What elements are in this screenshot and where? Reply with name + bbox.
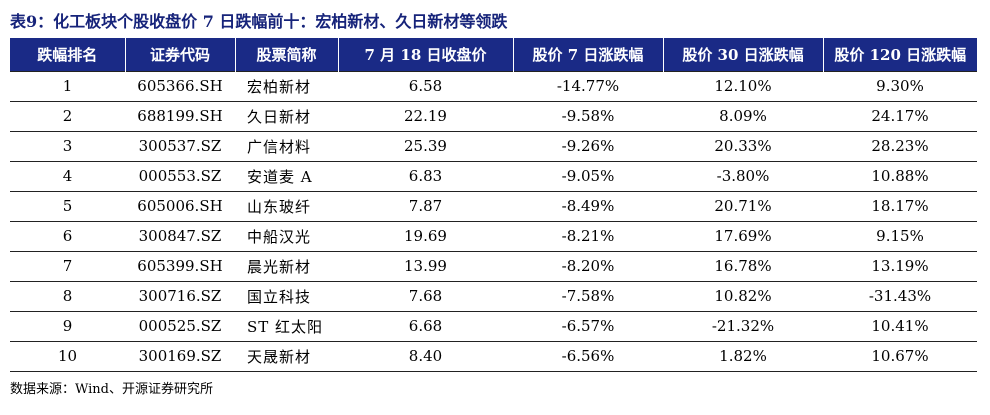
cell-change-120d: 9.15% xyxy=(823,220,977,252)
cell-close-price: 6.83 xyxy=(338,160,513,192)
cell-rank: 10 xyxy=(10,340,125,372)
cell-change-30d: 20.71% xyxy=(663,190,823,222)
cell-rank: 1 xyxy=(10,70,125,102)
table-caption: 表9：化工板块个股收盘价 7 日跌幅前十：宏柏新材、久日新材等领跌 xyxy=(10,12,508,31)
cell-change-7d: -14.77% xyxy=(513,70,663,102)
cell-name: 安道麦 A xyxy=(235,160,338,192)
cell-change-30d: 1.82% xyxy=(663,340,823,372)
cell-change-7d: -8.20% xyxy=(513,250,663,282)
cell-rank: 4 xyxy=(10,160,125,192)
cell-change-7d: -8.21% xyxy=(513,220,663,252)
cell-change-120d: 13.19% xyxy=(823,250,977,282)
table-row: 8 300716.SZ 国立科技 7.68 -7.58% 10.82% -31.… xyxy=(10,280,977,312)
cell-rank: 7 xyxy=(10,250,125,282)
cell-close-price: 22.19 xyxy=(338,100,513,132)
cell-close-price: 13.99 xyxy=(338,250,513,282)
cell-close-price: 7.68 xyxy=(338,280,513,312)
cell-change-7d: -7.58% xyxy=(513,280,663,312)
cell-rank: 5 xyxy=(10,190,125,222)
cell-code: 605366.SH xyxy=(125,70,235,102)
cell-rank: 6 xyxy=(10,220,125,252)
cell-close-price: 7.87 xyxy=(338,190,513,222)
cell-code: 000553.SZ xyxy=(125,160,235,192)
table-row: 5 605006.SH 山东玻纤 7.87 -8.49% 20.71% 18.1… xyxy=(10,190,977,222)
cell-name: 广信材料 xyxy=(235,130,338,162)
data-source-note: 数据来源：Wind、开源证券研究所 xyxy=(10,382,213,397)
header-close-price: 7 月 18 日收盘价 xyxy=(338,38,514,71)
cell-change-7d: -9.26% xyxy=(513,130,663,162)
stock-decline-table: 跌幅排名 证券代码 股票简称 7 月 18 日收盘价 股价 7 日涨跌幅 股价 … xyxy=(10,38,977,372)
cell-close-price: 6.68 xyxy=(338,310,513,342)
cell-code: 300169.SZ xyxy=(125,340,235,372)
table-row: 2 688199.SH 久日新材 22.19 -9.58% 8.09% 24.1… xyxy=(10,100,977,132)
cell-code: 000525.SZ xyxy=(125,310,235,342)
cell-rank: 8 xyxy=(10,280,125,312)
table-header-row: 跌幅排名 证券代码 股票简称 7 月 18 日收盘价 股价 7 日涨跌幅 股价 … xyxy=(10,38,977,71)
cell-change-30d: 16.78% xyxy=(663,250,823,282)
cell-change-7d: -6.57% xyxy=(513,310,663,342)
cell-change-120d: 10.41% xyxy=(823,310,977,342)
cell-change-30d: 20.33% xyxy=(663,130,823,162)
cell-name: ST 红太阳 xyxy=(235,310,338,342)
cell-change-7d: -9.05% xyxy=(513,160,663,192)
cell-code: 300847.SZ xyxy=(125,220,235,252)
cell-name: 山东玻纤 xyxy=(235,190,338,222)
cell-name: 中船汉光 xyxy=(235,220,338,252)
cell-name: 久日新材 xyxy=(235,100,338,132)
cell-name: 天晟新材 xyxy=(235,340,338,372)
cell-change-120d: 18.17% xyxy=(823,190,977,222)
cell-change-7d: -9.58% xyxy=(513,100,663,132)
table-row: 7 605399.SH 晨光新材 13.99 -8.20% 16.78% 13.… xyxy=(10,250,977,282)
table-row: 6 300847.SZ 中船汉光 19.69 -8.21% 17.69% 9.1… xyxy=(10,220,977,252)
cell-code: 300716.SZ xyxy=(125,280,235,312)
cell-change-30d: -3.80% xyxy=(663,160,823,192)
cell-rank: 9 xyxy=(10,310,125,342)
header-change-7d: 股价 7 日涨跌幅 xyxy=(513,38,664,71)
header-change-120d: 股价 120 日涨跌幅 xyxy=(834,45,967,64)
table-row: 3 300537.SZ 广信材料 25.39 -9.26% 20.33% 28.… xyxy=(10,130,977,162)
cell-change-120d: -31.43% xyxy=(823,280,977,312)
cell-change-30d: -21.32% xyxy=(663,310,823,342)
cell-change-7d: -6.56% xyxy=(513,340,663,372)
cell-close-price: 25.39 xyxy=(338,130,513,162)
header-change-30d: 股价 30 日涨跌幅 xyxy=(663,38,824,71)
table-row: 1 605366.SH 宏柏新材 6.58 -14.77% 12.10% 9.3… xyxy=(10,70,977,102)
header-name: 股票简称 xyxy=(235,38,339,71)
cell-name: 晨光新材 xyxy=(235,250,338,282)
cell-change-120d: 24.17% xyxy=(823,100,977,132)
cell-change-30d: 8.09% xyxy=(663,100,823,132)
cell-code: 300537.SZ xyxy=(125,130,235,162)
cell-change-120d: 28.23% xyxy=(823,130,977,162)
cell-code: 605399.SH xyxy=(125,250,235,282)
table-row: 9 000525.SZ ST 红太阳 6.68 -6.57% -21.32% 1… xyxy=(10,310,977,342)
cell-rank: 2 xyxy=(10,100,125,132)
cell-rank: 3 xyxy=(10,130,125,162)
header-rank: 跌幅排名 xyxy=(10,38,126,71)
cell-close-price: 6.58 xyxy=(338,70,513,102)
cell-close-price: 19.69 xyxy=(338,220,513,252)
cell-change-30d: 17.69% xyxy=(663,220,823,252)
cell-code: 688199.SH xyxy=(125,100,235,132)
header-code: 证券代码 xyxy=(125,38,236,71)
cell-change-120d: 10.88% xyxy=(823,160,977,192)
table-row: 10 300169.SZ 天晟新材 8.40 -6.56% 1.82% 10.6… xyxy=(10,340,977,372)
cell-name: 宏柏新材 xyxy=(235,70,338,102)
cell-close-price: 8.40 xyxy=(338,340,513,372)
cell-change-120d: 9.30% xyxy=(823,70,977,102)
cell-change-30d: 10.82% xyxy=(663,280,823,312)
table-row: 4 000553.SZ 安道麦 A 6.83 -9.05% -3.80% 10.… xyxy=(10,160,977,192)
cell-change-120d: 10.67% xyxy=(823,340,977,372)
cell-change-7d: -8.49% xyxy=(513,190,663,222)
cell-code: 605006.SH xyxy=(125,190,235,222)
cell-name: 国立科技 xyxy=(235,280,338,312)
cell-change-30d: 12.10% xyxy=(663,70,823,102)
